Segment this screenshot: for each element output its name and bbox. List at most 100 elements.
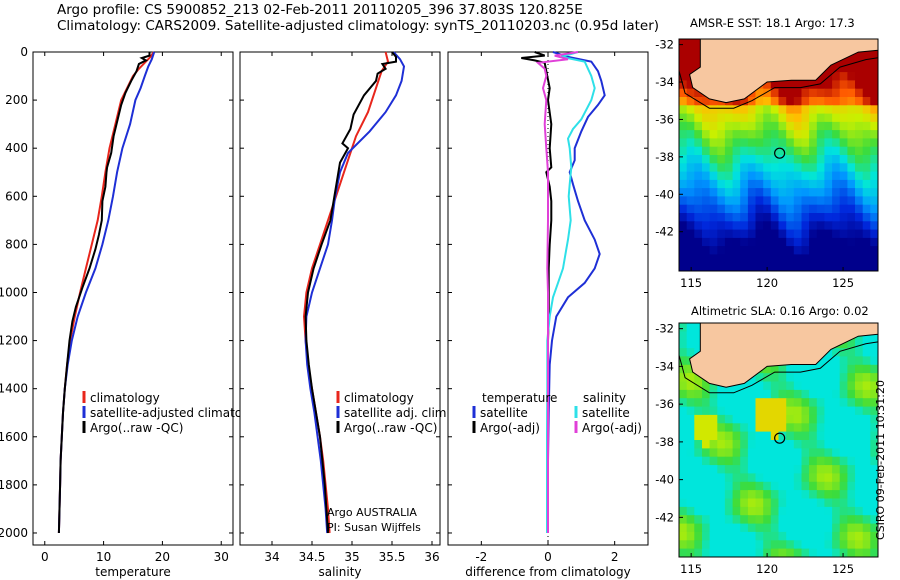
sla-cell (786, 381, 795, 391)
sla-cell (870, 398, 878, 408)
sst-cell (816, 171, 826, 181)
sst-cell (747, 188, 757, 197)
sst-cell (824, 213, 833, 222)
sst-cell (847, 72, 856, 81)
sst-cell (740, 246, 749, 255)
sst-cell (763, 155, 772, 164)
sla-land (679, 323, 878, 388)
sla-cell (786, 456, 795, 466)
sla-cell (801, 398, 810, 408)
sla-cell (763, 531, 772, 541)
sla-cell (809, 389, 818, 399)
sst-cell (809, 171, 818, 181)
sla-cell (755, 389, 764, 399)
sla-cell (862, 423, 871, 433)
sst-cell (793, 262, 803, 271)
sst-cell (801, 237, 810, 247)
sst-cell (786, 105, 795, 115)
sla-cell (679, 440, 688, 449)
sst-cell (747, 213, 757, 222)
sla-cell (740, 423, 749, 433)
sst-cell (870, 47, 878, 57)
sst-cell (839, 171, 848, 181)
sst-cell (839, 221, 848, 231)
sla-cell (747, 523, 757, 533)
sla-cell (839, 490, 848, 500)
sla-cell (740, 406, 749, 416)
sst-cell (724, 138, 734, 148)
sla-cell (740, 465, 749, 475)
sst-cell (786, 138, 795, 148)
sla-cell (793, 373, 803, 383)
sst-cell (855, 204, 864, 214)
sla-cell (740, 531, 749, 541)
sla-cell (763, 523, 772, 533)
sla-cell (755, 531, 764, 541)
sla-cell (694, 515, 703, 525)
sst-cell (801, 138, 810, 148)
sst-cell (724, 130, 734, 139)
sst-cell (786, 130, 795, 139)
sla-cell (832, 490, 841, 500)
sla-cell (786, 448, 795, 458)
sst-cell (717, 254, 726, 264)
sst-cell (832, 254, 841, 264)
sst-cell (770, 196, 780, 206)
sla-cell (694, 431, 703, 441)
sst-cell (793, 171, 803, 181)
sla-cell (679, 331, 688, 341)
sla-cell (801, 448, 810, 458)
sst-cell (702, 155, 711, 164)
sla-cell (686, 448, 695, 458)
map-x-tick-label: 115 (680, 562, 702, 576)
sst-cell (740, 121, 749, 131)
sst-cell (755, 146, 764, 156)
sst-cell (778, 113, 787, 123)
sla-cell (770, 406, 780, 416)
sst-cell (709, 237, 718, 247)
sla-map (678, 322, 879, 558)
sst-cell (747, 262, 757, 271)
sst-cell (870, 229, 878, 239)
sst-cell (809, 155, 818, 164)
sla-cell (862, 548, 871, 557)
sst-cell (778, 97, 787, 106)
sst-cell (816, 196, 826, 206)
sla-cell (793, 481, 803, 491)
sla-cell (763, 498, 772, 508)
sst-cell (839, 55, 848, 65)
sla-cell (824, 481, 833, 491)
sst-cell (847, 179, 856, 189)
sla-cell (801, 373, 810, 383)
sst-cell (686, 188, 695, 197)
sla-cell (816, 373, 826, 383)
sla-cell (702, 548, 711, 557)
sla-cell (702, 523, 711, 533)
sst-cell (679, 72, 688, 81)
sla-cell (763, 373, 772, 383)
sst-cell (824, 229, 833, 239)
sst-cell (870, 130, 878, 139)
sst-cell (755, 229, 764, 239)
sla-cell (679, 431, 688, 441)
sla-cell (778, 373, 787, 383)
sst-cell (801, 188, 810, 197)
sst-cell (709, 204, 718, 214)
sst-cell (679, 204, 688, 214)
sla-cell (702, 540, 711, 550)
sla-cell (732, 481, 741, 491)
sst-cell (870, 179, 878, 189)
sla-cell (770, 473, 780, 483)
legend-label: Argo(..raw -QC) (344, 421, 437, 435)
sla-cell (862, 398, 871, 408)
sla-cell (755, 414, 764, 424)
sst-cell (824, 146, 833, 156)
sst-cell (740, 130, 749, 139)
sst-cell (717, 155, 726, 164)
sst-cell (694, 88, 703, 98)
sla-cell (755, 423, 764, 433)
sst-cell (839, 229, 848, 239)
sst-cell (793, 97, 803, 106)
sla-cell (747, 548, 757, 557)
sst-cell (686, 262, 695, 271)
